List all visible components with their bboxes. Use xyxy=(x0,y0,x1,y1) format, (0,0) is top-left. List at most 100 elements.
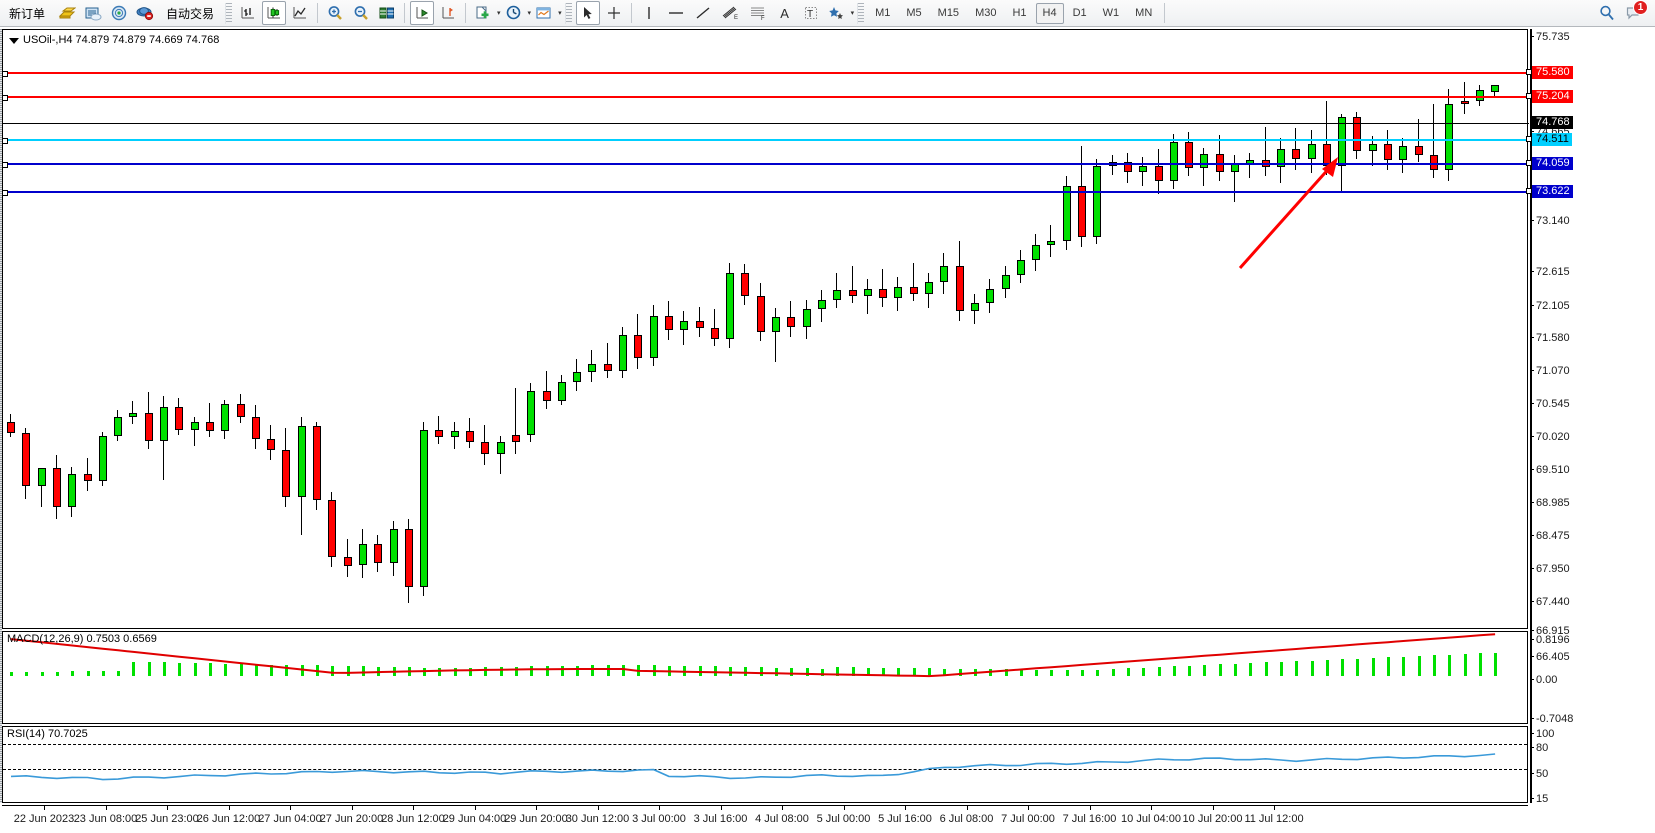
timeframe-w1[interactable]: W1 xyxy=(1102,7,1120,19)
shapes-icon[interactable] xyxy=(825,1,849,25)
arrow-cursor-icon[interactable] xyxy=(575,1,600,25)
candle-body xyxy=(879,288,888,299)
timeframe-mn[interactable]: MN xyxy=(1135,7,1153,19)
candle-wick xyxy=(1050,224,1052,257)
text-a-icon[interactable]: A xyxy=(780,5,789,21)
indicator-list-icon[interactable] xyxy=(532,1,556,25)
rsi-pane[interactable]: RSI(14) 70.7025 xyxy=(2,726,1528,803)
level-handle[interactable] xyxy=(2,138,8,144)
line-chart-icon[interactable] xyxy=(288,1,312,25)
tag-handle[interactable] xyxy=(1526,69,1532,75)
candlestick-icon[interactable] xyxy=(262,1,287,25)
objects-caret-icon[interactable]: ▾ xyxy=(850,10,855,17)
candle-wick xyxy=(499,436,501,475)
time-axis[interactable]: 22 Jun 2023 23 Jun 08:00 25 Jun 23:00 26 Ju… xyxy=(2,805,1528,831)
candle-body xyxy=(1139,165,1148,172)
level-handle[interactable] xyxy=(2,71,8,77)
new-chart-icon[interactable] xyxy=(471,1,495,25)
candle-body xyxy=(986,288,995,303)
level-line-75580[interactable] xyxy=(2,71,1529,77)
vertical-line-icon[interactable] xyxy=(637,1,661,25)
timeframe-m5[interactable]: M5 xyxy=(906,7,922,19)
horizontal-line-icon[interactable] xyxy=(663,1,689,25)
drawing-toolbar-grip[interactable] xyxy=(564,2,572,24)
candle-body xyxy=(894,287,903,299)
level-line-75204[interactable] xyxy=(2,95,1529,101)
price-tag-74768[interactable]: 74.768 xyxy=(1532,116,1573,129)
chart-shift-icon[interactable] xyxy=(436,1,460,25)
trendline-icon[interactable] xyxy=(691,1,715,25)
timeframe-h4[interactable]: H4 xyxy=(1035,2,1064,24)
candlestick xyxy=(1368,30,1378,628)
magnifier-plus-icon[interactable] xyxy=(323,1,347,25)
candlestick xyxy=(588,30,597,628)
price-tag-75580[interactable]: 75.580 xyxy=(1526,66,1573,79)
tag-handle[interactable] xyxy=(1526,93,1532,99)
macd-pane[interactable]: MACD(12,26,9) 0.7503 0.6569 xyxy=(2,631,1528,724)
price-tag-74059[interactable]: 74.059 xyxy=(1526,157,1573,170)
bar-chart-icon[interactable] xyxy=(236,1,260,25)
expert-advisor-icon[interactable] xyxy=(133,1,157,25)
text-label-icon[interactable]: T xyxy=(799,1,823,25)
period-caret-icon[interactable]: ▾ xyxy=(527,10,532,17)
candlestick xyxy=(83,30,93,628)
clock-icon[interactable] xyxy=(502,1,526,25)
auto-scroll-icon[interactable] xyxy=(410,1,435,25)
magnifier-minus-icon[interactable] xyxy=(349,1,373,25)
radar-icon[interactable] xyxy=(107,1,131,25)
candlestick xyxy=(297,30,307,628)
tag-handle[interactable] xyxy=(1526,188,1532,194)
level-line-74059[interactable] xyxy=(2,162,1529,168)
crosshair-icon[interactable] xyxy=(602,1,626,25)
time-axis-label: 27 Jun 04:00 xyxy=(258,813,322,825)
candlestick xyxy=(1292,30,1301,628)
candle-body xyxy=(1491,84,1500,92)
candle-body xyxy=(37,468,46,487)
timeframe-h1[interactable]: H1 xyxy=(1012,7,1027,19)
new-chart-caret-icon[interactable]: ▾ xyxy=(497,10,501,17)
price-tag-73622[interactable]: 73.622 xyxy=(1526,185,1573,198)
level-handle[interactable] xyxy=(2,190,8,196)
newspaper-icon[interactable] xyxy=(81,1,105,25)
level-line-74511[interactable] xyxy=(2,138,1529,144)
candle-wick xyxy=(1325,101,1327,175)
macd-histogram-bar xyxy=(132,661,136,676)
tag-handle[interactable] xyxy=(1526,136,1532,142)
chart-menu-arrow-icon[interactable] xyxy=(9,38,19,44)
timeframe-m1[interactable]: M1 xyxy=(875,7,891,19)
level-handle[interactable] xyxy=(2,95,8,101)
fibonacci-icon[interactable]: F xyxy=(745,1,771,25)
chart-area[interactable]: USOil-,H4 74.879 74.879 74.669 74.768 MA… xyxy=(0,27,1655,833)
tag-handle[interactable] xyxy=(1526,160,1532,166)
candlestick xyxy=(695,30,705,628)
price-tag-74511[interactable]: 74.511 xyxy=(1526,133,1572,146)
candle-body xyxy=(741,272,750,297)
auto-trading-button[interactable]: 自动交易 xyxy=(159,1,221,25)
candlestick xyxy=(1307,30,1317,628)
notifications-icon[interactable]: 1 xyxy=(1623,0,1648,24)
macd-histogram-bar xyxy=(331,665,335,676)
toolbar-grip[interactable] xyxy=(225,2,233,24)
price-pane[interactable]: USOil-,H4 74.879 74.879 74.669 74.768 xyxy=(2,29,1529,629)
level-line-73622[interactable] xyxy=(2,190,1529,196)
timeframe-m30[interactable]: M30 xyxy=(975,7,997,19)
rsi-level-50 xyxy=(3,769,1527,770)
timeframe-toolbar-grip[interactable] xyxy=(857,2,865,24)
channel-icon[interactable]: E xyxy=(717,1,743,25)
price-tag-75204[interactable]: 75.204 xyxy=(1526,90,1573,103)
timeframe-d1[interactable]: D1 xyxy=(1072,7,1087,19)
gold-bars-icon[interactable] xyxy=(55,1,79,25)
time-axis-label: 7 Jul 00:00 xyxy=(1001,813,1055,825)
level-handle[interactable] xyxy=(2,162,8,168)
candle-body xyxy=(129,412,138,417)
grid-window-icon[interactable] xyxy=(375,1,399,25)
time-axis-label: 25 Jun 23:00 xyxy=(135,813,199,825)
level-line-74768[interactable] xyxy=(3,123,1529,124)
candle-body xyxy=(251,416,260,439)
chart-left-grip[interactable] xyxy=(0,29,2,803)
search-icon[interactable] xyxy=(1595,1,1619,25)
indicators-caret-icon[interactable]: ▾ xyxy=(558,10,562,17)
timeframe-m15[interactable]: M15 xyxy=(937,7,960,19)
new-order-button[interactable]: 新订单 xyxy=(1,1,53,25)
price-axis[interactable]: 75.735 74.665 74.175 73.140 72.615 72.10… xyxy=(1526,29,1653,805)
